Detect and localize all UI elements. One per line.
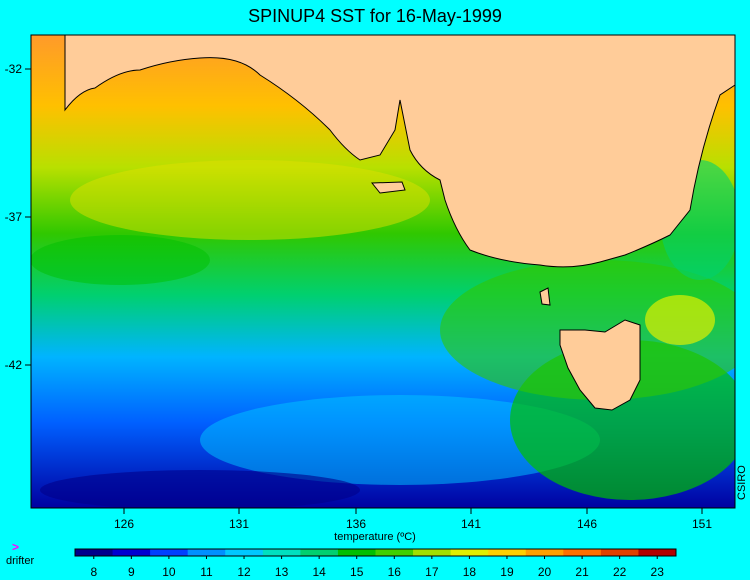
land <box>64 34 736 411</box>
colorbar-segment <box>300 549 339 556</box>
x-tick-label: 136 <box>346 517 366 531</box>
y-tick-label: -42 <box>5 358 23 372</box>
colorbar-segment <box>150 549 189 556</box>
x-tick-label: 126 <box>114 517 134 531</box>
colorbar-segment <box>525 549 564 556</box>
colorbar-segment <box>187 549 226 556</box>
australia-mainland <box>64 34 736 268</box>
colorbar-tick-label: 8 <box>90 565 97 579</box>
colorbar-segment <box>600 549 639 556</box>
colorbar-tick-label: 22 <box>613 565 627 579</box>
colorbar-tick-label: 17 <box>425 565 439 579</box>
kangaroo-island <box>370 181 406 194</box>
colorbar-tick-label: 14 <box>312 565 326 579</box>
colorbar-segment <box>337 549 376 556</box>
colorbar-segment <box>75 549 114 556</box>
colorbar-segment <box>450 549 489 556</box>
axis-ticks <box>25 68 703 514</box>
temperature-eddies <box>31 160 735 508</box>
drifter-marker-icon: > <box>12 540 20 554</box>
colorbar-segment <box>375 549 414 556</box>
chart-title: SPINUP4 SST for 16-May-1999 <box>248 6 502 26</box>
x-tick-label: 131 <box>229 517 249 531</box>
x-tick-label: 151 <box>692 517 712 531</box>
colorbar-segment <box>112 549 151 556</box>
y-tick-label: -32 <box>5 62 23 76</box>
colorbar-tick-label: 10 <box>162 565 176 579</box>
colorbar-tick-label: 18 <box>463 565 477 579</box>
colorbar-tick-label: 13 <box>275 565 289 579</box>
colorbar-tick-label: 9 <box>128 565 135 579</box>
colorbar-segment <box>225 549 264 556</box>
colorbar-segment <box>488 549 527 556</box>
colorbar-frame <box>74 548 677 557</box>
colorbar: 8 9 10 11 12 13 14 15 16 17 18 19 20 21 22 23 <box>74 548 677 579</box>
colorbar-label: temperature (ºC) <box>334 531 416 543</box>
x-tick-label: 141 <box>461 517 481 531</box>
y-tick-label: -37 <box>5 210 23 224</box>
colorbar-segment <box>413 549 452 556</box>
colorbar-segment <box>563 549 602 556</box>
plot-frame <box>30 34 736 509</box>
king-island <box>539 287 551 306</box>
colorbar-tick-label: 23 <box>651 565 665 579</box>
colorbar-tick-label: 11 <box>200 565 213 579</box>
credit-label: CSIRO <box>736 465 748 500</box>
colorbar-tick-label: 19 <box>500 565 514 579</box>
colorbar-tick-label: 16 <box>388 565 402 579</box>
colorbar-segment <box>638 549 677 556</box>
colorbar-segment <box>262 549 301 556</box>
colorbar-tick-label: 20 <box>538 565 552 579</box>
colorbar-tick-label: 15 <box>350 565 364 579</box>
tasmania <box>559 319 641 411</box>
colorbar-tick-label: 12 <box>237 565 251 579</box>
colorbar-tick-label: 21 <box>575 565 589 579</box>
drifter-legend-label: drifter <box>6 555 35 567</box>
x-tick-label: 146 <box>577 517 597 531</box>
